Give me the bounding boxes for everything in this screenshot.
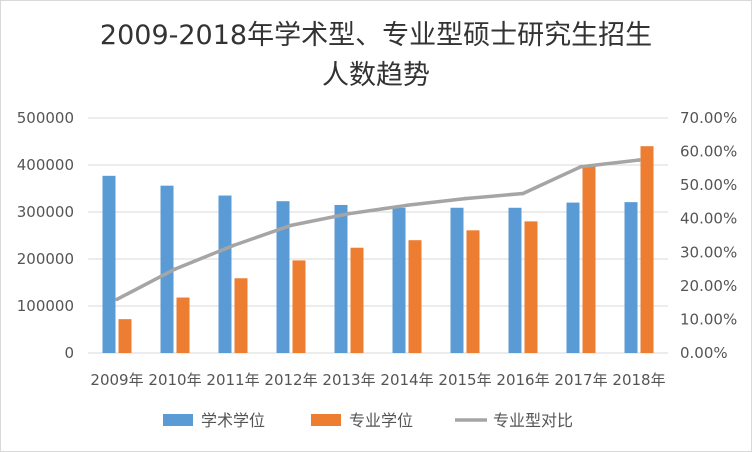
y-left-tick-label: 0 [64,344,74,362]
y-right-tick-label: 60.00% [680,143,737,161]
y-left-tick-label: 400000 [17,156,74,174]
x-tick-label: 2017年 [554,371,607,389]
academic-degree-bar [276,201,290,353]
legend-label: 专业学位 [349,411,413,430]
legend-swatch-professional [311,414,341,426]
y-right-tick-label: 0.00% [680,344,728,362]
ratio-point [579,164,583,169]
professional-degree-bar [582,165,596,353]
professional-degree-bar [176,297,190,353]
y-right-tick-label: 70.00% [680,109,737,127]
y-right-tick-label: 30.00% [680,243,737,261]
y-right-tick-label: 20.00% [680,277,737,295]
x-tick-label: 2015年 [438,371,491,389]
ratio-point [173,267,177,271]
y-right-tick-label: 10.00% [680,310,737,328]
x-tick-label: 2013年 [322,371,375,389]
professional-degree-bar [292,260,306,353]
ratio-line [115,158,641,302]
y-left-tick-label: 100000 [17,297,74,315]
x-tick-label: 2010年 [148,371,201,389]
professional-degree-bar [118,319,132,353]
ratio-point [463,196,467,201]
professional-degree-bar [466,230,480,353]
academic-degree-bar [160,185,174,353]
academic-degree-bar [450,207,464,353]
professional-degree-bar [234,278,248,353]
x-tick-label: 2018年 [612,371,665,389]
x-tick-label: 2011年 [206,371,259,389]
y-right-tick-label: 40.00% [680,210,737,228]
y-left-tick-label: 500000 [17,109,74,127]
y-left-tick-label: 200000 [17,250,74,268]
chart-title-line-2: 人数趋势 [322,60,430,91]
x-tick-label: 2012年 [264,371,317,389]
ratio-point [521,191,525,196]
ratio-point [289,223,293,228]
professional-degree-bar [408,240,422,353]
legend-label: 专业型对比 [493,411,573,430]
professional-degree-bar [350,247,364,353]
academic-degree-bar [392,207,406,353]
chart-title-line-1: 2009-2018年学术型、专业型硕士研究生招生 [99,20,653,51]
x-tick-label: 2014年 [380,371,433,389]
academic-degree-bar [218,195,232,353]
ratio-point [347,211,351,216]
legend-label: 学术学位 [201,411,265,430]
ratio-point [637,158,641,162]
x-tick-label: 2016年 [496,371,549,389]
ratio-point [405,203,409,208]
y-left-tick-label: 300000 [17,203,74,221]
x-tick-label: 2009年 [90,371,143,389]
legend-swatch-academic [163,414,193,426]
academic-degree-bar [102,175,116,353]
academic-degree-bar [624,202,638,353]
professional-degree-bar [524,221,538,353]
academic-degree-bar [508,207,522,353]
academic-degree-bar [334,204,348,353]
chart-title: 2009-2018年学术型、专业型硕士研究生招生 人数趋势 [0,16,752,96]
professional-degree-bar [640,146,654,353]
ratio-point [231,243,235,248]
y-right-tick-label: 50.00% [680,176,737,194]
ratio-point [115,297,119,302]
academic-degree-bar [566,202,580,353]
